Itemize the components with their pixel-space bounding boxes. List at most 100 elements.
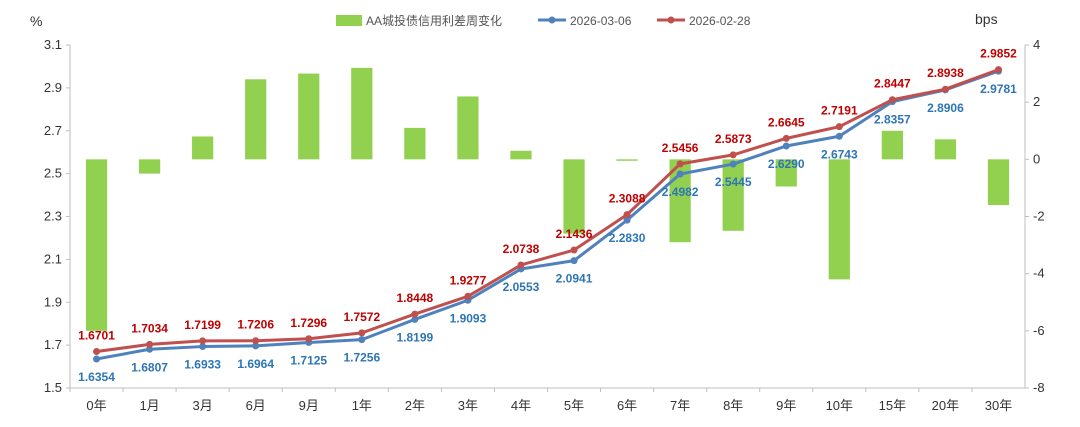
data-label-2026-03-06: 2.8906 — [927, 101, 964, 115]
data-label-2026-02-28: 2.0738 — [503, 242, 540, 256]
right-axis-unit: bps — [975, 11, 998, 27]
bar — [828, 159, 850, 280]
right-tick-label: 0 — [1033, 151, 1040, 166]
series-2026-02-28-point — [93, 348, 101, 356]
series-2026-02-28-point — [676, 160, 684, 168]
x-tick-label: 4年 — [511, 398, 531, 413]
bar — [192, 136, 214, 160]
series-2026-02-28-point — [464, 292, 472, 300]
series-2026-03-06-point — [835, 132, 843, 140]
x-tick-label: 3月 — [193, 398, 213, 413]
series-2026-03-06-point — [729, 160, 737, 168]
data-label-2026-02-28: 2.5456 — [662, 141, 699, 155]
bar — [563, 159, 585, 234]
bar-series — [85, 67, 1010, 331]
data-label-2026-02-28: 1.7199 — [184, 318, 221, 332]
series-2026-02-28-point — [358, 329, 366, 337]
series-2026-02-28-point — [199, 337, 207, 345]
right-tick-label: 2 — [1033, 94, 1040, 109]
legend: AA城投债信用利差周变化 2026-03-06 2026-02-28 — [336, 13, 751, 28]
bar — [351, 67, 373, 160]
series-2026-03-06-point — [676, 170, 684, 178]
series-2026-03-06-point — [623, 216, 631, 224]
series-2026-03-06-point — [782, 142, 790, 150]
x-tick-label: 15年 — [879, 398, 906, 413]
series-2026-02-28-point — [729, 151, 737, 159]
data-labels: 1.6354 1.6807 1.6933 1.6964 1.7125 1.7256 1.81… — [78, 47, 1017, 384]
series-2026-02-28-point — [517, 261, 525, 269]
data-label-2026-03-06: 2.9781 — [980, 82, 1017, 96]
data-label-2026-03-06: 1.7125 — [290, 353, 327, 367]
data-label-2026-03-06: 2.5445 — [715, 175, 752, 189]
data-label-2026-02-28: 2.6645 — [768, 115, 805, 129]
data-label-2026-02-28: 1.8448 — [397, 291, 434, 305]
series-2026-02-28-line — [96, 68, 999, 354]
legend-label: 2026-03-06 — [570, 14, 632, 28]
bar — [245, 79, 267, 160]
right-tick-label: -4 — [1033, 266, 1045, 281]
legend-swatch-marker — [667, 16, 675, 24]
data-label-2026-03-06: 2.0553 — [503, 280, 540, 294]
data-label-2026-02-28: 2.9852 — [980, 47, 1017, 61]
data-label-2026-02-28: 2.1436 — [556, 227, 593, 241]
data-label-2026-02-28: 2.8447 — [874, 77, 911, 91]
series-2026-03-06-point — [199, 343, 207, 351]
right-tick-label: -8 — [1033, 380, 1045, 395]
data-label-2026-02-28: 2.3088 — [609, 192, 646, 206]
bar — [934, 139, 957, 160]
bar — [85, 159, 108, 331]
data-label-2026-02-28: 1.6701 — [78, 329, 115, 343]
bar — [722, 159, 744, 231]
series-2026-03-06-line — [96, 69, 999, 361]
x-tick-label: 5年 — [564, 398, 584, 413]
data-label-2026-03-06: 1.9093 — [450, 311, 487, 325]
series-2026-02-28-point — [888, 96, 896, 104]
right-tick-label: -2 — [1033, 209, 1045, 224]
data-label-2026-02-28: 1.7572 — [343, 310, 380, 324]
x-tick-label: 9月 — [299, 398, 319, 413]
left-axis-unit: % — [30, 13, 42, 29]
x-tick-label: 6年 — [617, 398, 637, 413]
bar — [881, 130, 903, 160]
series-2026-02-28-point — [411, 310, 419, 318]
legend-swatch-bar — [336, 15, 362, 26]
data-label-2026-02-28: 1.9277 — [450, 273, 487, 287]
bar — [775, 159, 797, 187]
axes: 1.5 1.7 1.9 2.1 2.3 2.5 2.7 2.9 3.1 -8 -6 -4 -2 0 2 4% b… — [30, 11, 1045, 413]
data-label-2026-02-28: 1.7206 — [237, 318, 274, 332]
right-tick-label: 4 — [1033, 37, 1040, 52]
left-tick-label: 1.7 — [44, 337, 62, 352]
x-tick-label: 20年 — [932, 398, 959, 413]
series-2026-03-06-point — [93, 355, 101, 363]
data-label-2026-03-06: 1.6933 — [184, 358, 221, 372]
left-tick-label: 2.1 — [44, 251, 62, 266]
bar — [987, 159, 1010, 206]
left-tick-label: 1.5 — [44, 380, 62, 395]
data-label-2026-03-06: 2.4982 — [662, 185, 699, 199]
data-label-2026-03-06: 2.8357 — [874, 113, 911, 127]
data-label-2026-02-28: 1.7296 — [290, 316, 327, 330]
series-2026-03-06-point — [411, 315, 419, 323]
data-label-2026-03-06: 2.6290 — [768, 157, 805, 171]
series-2026-02-28-point — [782, 134, 790, 142]
left-tick-label: 2.3 — [44, 209, 62, 224]
legend-label: AA城投债信用利差周变化 — [366, 13, 502, 28]
data-label-2026-03-06: 2.0941 — [556, 272, 593, 286]
data-label-2026-03-06: 1.6807 — [131, 360, 168, 374]
left-tick-label: 3.1 — [44, 37, 62, 52]
series-2026-02-28-point — [623, 211, 631, 219]
legend-swatch-marker — [548, 16, 556, 24]
series-2026-03-06-point — [252, 342, 260, 350]
left-tick-label: 2.9 — [44, 80, 62, 95]
x-tick-label: 0年 — [86, 398, 106, 413]
series-2026-02-28-point — [570, 246, 578, 254]
x-tick-label: 1月 — [139, 398, 159, 413]
x-tick-label: 7年 — [670, 398, 690, 413]
bar — [457, 96, 479, 160]
x-tick-label: 2年 — [405, 398, 425, 413]
x-tick-label: 8年 — [723, 398, 743, 413]
x-tick-label: 6月 — [246, 398, 266, 413]
x-tick-label: 30年 — [985, 398, 1012, 413]
bar — [138, 159, 161, 174]
